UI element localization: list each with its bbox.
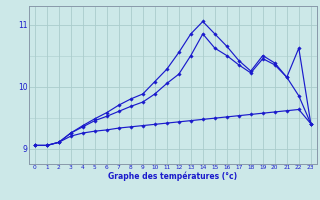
X-axis label: Graphe des températures (°c): Graphe des températures (°c) xyxy=(108,172,237,181)
